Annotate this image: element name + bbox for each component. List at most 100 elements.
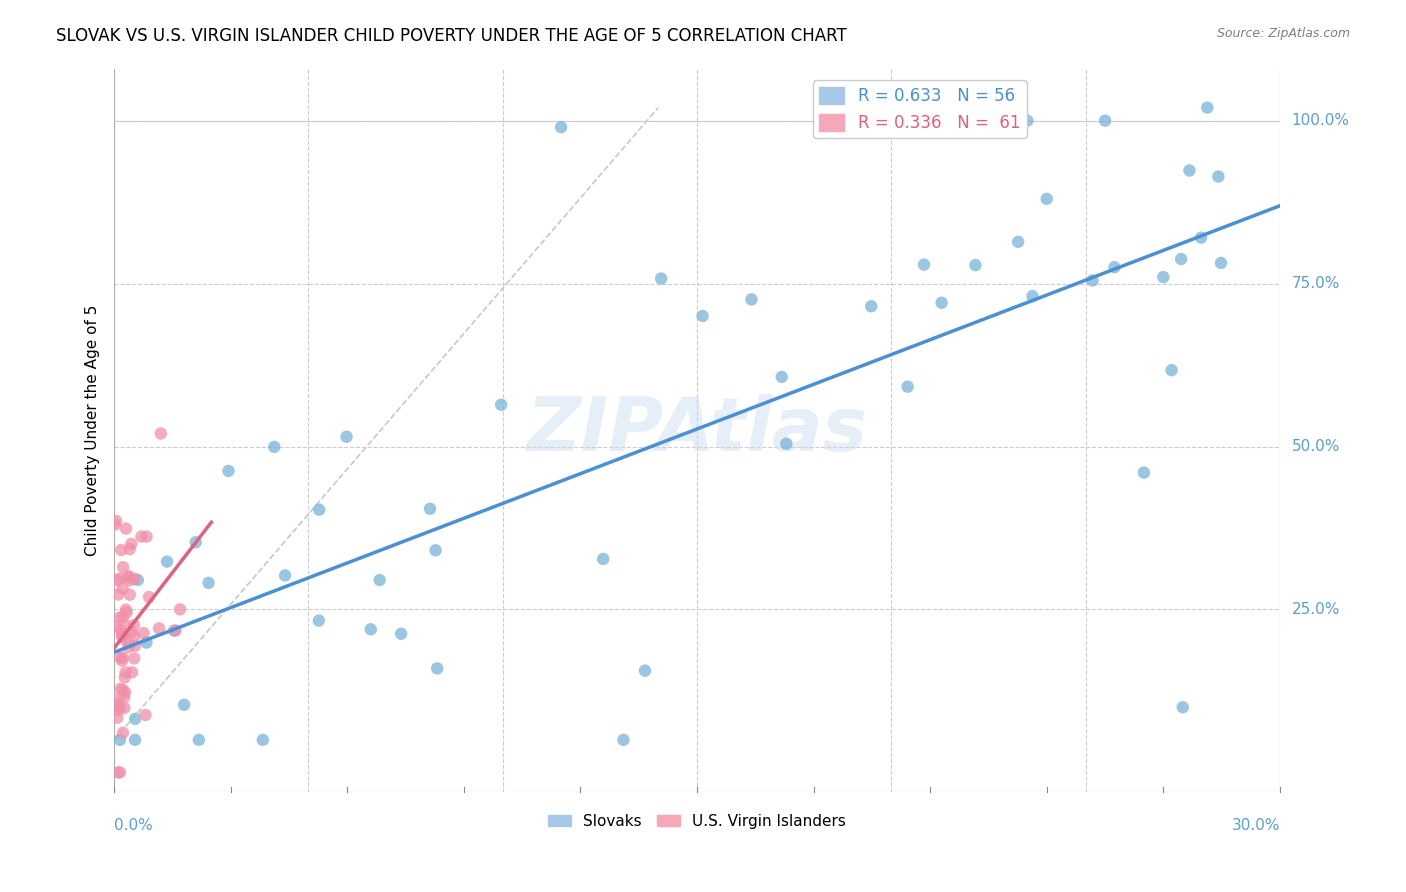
Point (115, 603, 138, 617)
Point (127, 573, 149, 587)
Point (111, 628, 134, 642)
Point (110, 623, 132, 637)
Point (274, 568, 297, 582)
Point (138, 590, 160, 604)
Point (124, 712, 146, 726)
Point (770, 370, 793, 384)
Point (965, 258, 987, 272)
Point (108, 765, 131, 780)
Point (1021, 289, 1043, 303)
Point (114, 685, 136, 699)
Text: 0.0%: 0.0% (114, 818, 153, 833)
Point (360, 623, 382, 637)
Point (105, 574, 128, 588)
Point (308, 502, 330, 516)
Point (111, 582, 134, 596)
Text: ZIPAtlas: ZIPAtlas (526, 393, 868, 467)
Point (111, 654, 134, 668)
Point (163, 624, 186, 638)
Point (118, 542, 141, 557)
Point (308, 614, 330, 628)
Point (115, 606, 138, 620)
Point (107, 587, 129, 601)
Point (1160, 363, 1182, 377)
Point (104, 517, 127, 532)
Point (114, 670, 136, 684)
Point (124, 572, 146, 586)
Text: 100.0%: 100.0% (1292, 113, 1350, 128)
Text: 75.0%: 75.0% (1292, 277, 1340, 291)
Point (115, 522, 138, 536)
Point (634, 664, 657, 678)
Text: 50.0%: 50.0% (1292, 439, 1340, 454)
Point (173, 698, 195, 712)
Point (131, 529, 153, 543)
Point (184, 535, 207, 549)
Point (1104, 260, 1126, 275)
Point (1208, 169, 1230, 184)
Point (368, 573, 391, 587)
Point (489, 398, 512, 412)
Point (592, 552, 614, 566)
Legend: Slovaks, U.S. Virgin Islanders: Slovaks, U.S. Virgin Islanders (541, 808, 852, 835)
Point (775, 436, 797, 450)
Point (121, 625, 143, 640)
Point (1170, 252, 1192, 266)
Point (1133, 466, 1156, 480)
Point (110, 681, 132, 696)
Point (1017, 113, 1039, 128)
Point (118, 570, 141, 584)
Point (107, 691, 129, 706)
Point (122, 630, 145, 644)
Point (118, 574, 141, 588)
Point (115, 634, 138, 648)
Point (740, 293, 762, 307)
Point (108, 610, 131, 624)
Point (108, 571, 131, 585)
Point (122, 651, 145, 665)
Point (114, 618, 136, 632)
Point (1152, 270, 1174, 285)
Point (335, 430, 357, 444)
Point (156, 555, 179, 569)
Point (105, 619, 128, 633)
Point (1189, 230, 1212, 244)
Point (118, 588, 141, 602)
Point (105, 514, 128, 528)
Point (389, 627, 412, 641)
Point (1209, 256, 1232, 270)
Point (124, 639, 146, 653)
Point (612, 732, 634, 747)
Point (165, 624, 187, 638)
Point (118, 569, 141, 583)
Point (105, 711, 128, 725)
Point (104, 698, 127, 712)
Point (426, 661, 449, 675)
Point (135, 635, 157, 649)
Point (124, 732, 146, 747)
Point (111, 683, 134, 698)
Text: 30.0%: 30.0% (1232, 818, 1279, 833)
Point (122, 618, 145, 632)
Point (120, 537, 142, 551)
Point (114, 665, 136, 680)
Point (108, 699, 131, 714)
Y-axis label: Child Poverty Under the Age of 5: Child Poverty Under the Age of 5 (86, 304, 100, 556)
Point (912, 258, 935, 272)
Point (112, 560, 135, 574)
Text: 25.0%: 25.0% (1292, 602, 1340, 617)
Point (111, 630, 134, 644)
Point (1197, 101, 1219, 115)
Point (425, 543, 447, 558)
Point (692, 309, 714, 323)
Point (134, 708, 156, 723)
Point (114, 701, 136, 715)
Point (148, 621, 170, 635)
Point (121, 665, 143, 680)
Point (419, 501, 441, 516)
Text: SLOVAK VS U.S. VIRGIN ISLANDER CHILD POVERTY UNDER THE AGE OF 5 CORRELATION CHAR: SLOVAK VS U.S. VIRGIN ISLANDER CHILD POV… (56, 27, 846, 45)
Point (650, 271, 672, 285)
Point (149, 426, 172, 441)
Point (1171, 700, 1194, 714)
Point (132, 626, 155, 640)
